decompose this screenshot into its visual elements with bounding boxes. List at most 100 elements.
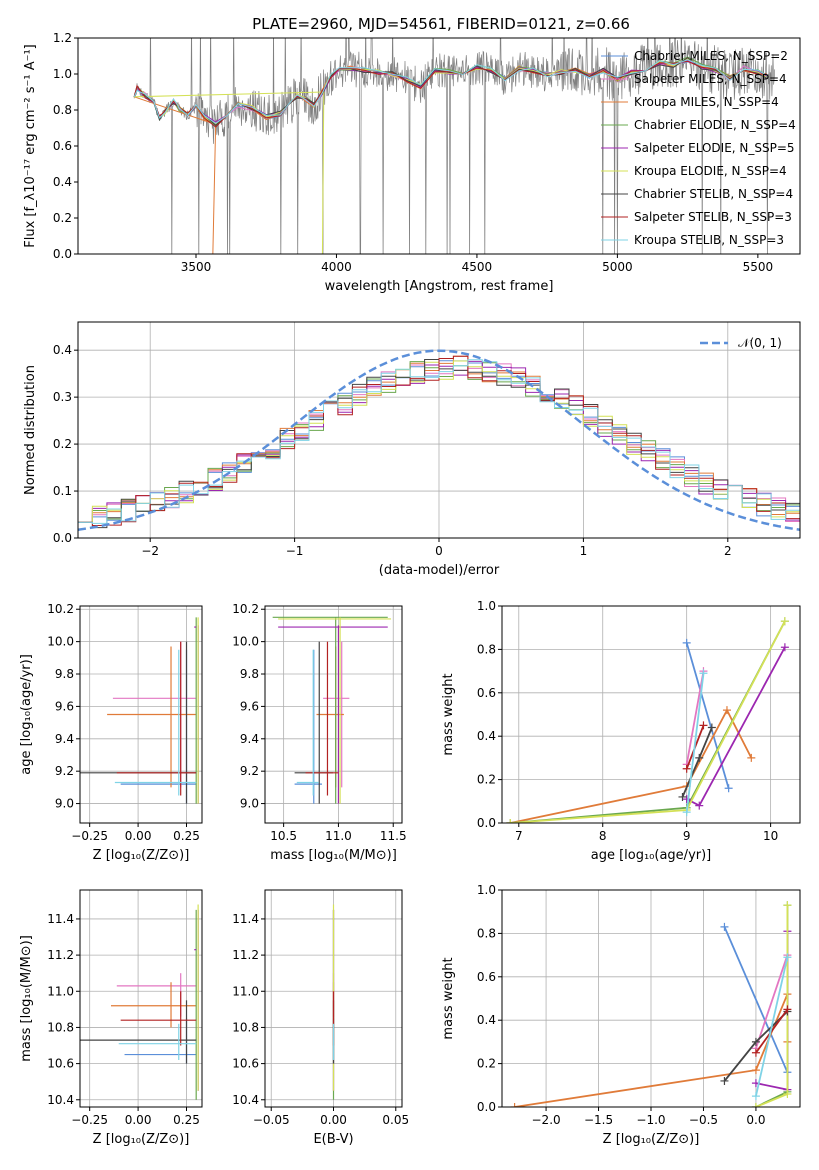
age-vs-mass-panel: 10.5 11.0 11.5 9.0 9.2 9.4 9.6 9.8 10.0 10.2 mass … — [232, 602, 406, 863]
plot-area — [510, 901, 792, 1107]
plot-area — [80, 617, 199, 804]
weight-marker-6-1 — [751, 1037, 760, 1046]
legend-label-4: Salpeter ELODIE, N_SSP=5 — [634, 141, 795, 155]
weight-marker-7-0 — [751, 1048, 760, 1057]
y-tick-label: 10.8 — [47, 1020, 74, 1034]
y-tick-label: 0.1 — [53, 484, 72, 498]
y-tick-label: 0.4 — [477, 729, 496, 743]
y-tick-label: 9.8 — [240, 667, 259, 681]
x-tick-label: −0.05 — [253, 1113, 290, 1127]
y-axis-label: mass weight — [441, 673, 456, 755]
y-tick-label: 0.8 — [53, 103, 72, 117]
x-tick-label: 0.05 — [382, 1113, 409, 1127]
y-tick-label: 0.2 — [53, 437, 72, 451]
x-tick-label: 0 — [435, 544, 443, 558]
y-tick-label: 10.0 — [232, 635, 259, 649]
age-vs-metallicity-panel: −0.25 0.00 0.25 9.0 9.2 9.4 9.6 9.8 10.0 10.2 Z [l… — [19, 602, 203, 863]
weight-marker-0-0 — [682, 638, 691, 647]
x-tick-label: 5500 — [743, 260, 774, 274]
x-tick-label: −2.0 — [532, 1113, 561, 1127]
y-tick-label: 9.2 — [240, 764, 259, 778]
y-tick-label: 11.4 — [47, 912, 74, 926]
x-tick-label: 10 — [763, 829, 778, 843]
x-tick-label: 8 — [599, 829, 607, 843]
y-tick-label: 0.4 — [53, 175, 72, 189]
spectrum-panel: 3500 4000 4500 5000 5500 0.0 0.2 0.4 0.6 0.8 1.0 1.… — [23, 31, 801, 294]
y-tick-label: 10.6 — [232, 1057, 259, 1071]
x-tick-label: 9 — [683, 829, 691, 843]
weight-marker-4-0 — [682, 795, 691, 804]
y-tick-label: 11.0 — [47, 984, 74, 998]
y-tick-label: 10.4 — [232, 1093, 259, 1107]
legend-gaussian-label: 𝒩(0, 1) — [738, 336, 782, 350]
weight-marker-6-0 — [678, 792, 687, 801]
legend-label-6: Chabrier STELIB, N_SSP=4 — [634, 187, 793, 201]
x-tick-label: −1.0 — [636, 1113, 665, 1127]
residual-histogram-panel: −2 −1 0 1 2 0.0 0.1 0.2 0.3 0.4 (data-model)/error… — [23, 321, 801, 578]
plot-area — [506, 617, 789, 823]
x-tick-label: −0.25 — [71, 829, 108, 843]
legend-label-7: Salpeter STELIB, N_SSP=3 — [634, 210, 792, 224]
weight-marker-4-1 — [695, 801, 704, 810]
weight-line-1 — [755, 954, 789, 1049]
x-tick-label: −1 — [286, 544, 304, 558]
y-tick-label: 1.0 — [477, 883, 496, 897]
x-tick-label: 0.00 — [320, 1113, 347, 1127]
plot-area — [272, 616, 392, 804]
mass-vs-metallicity-panel: −0.25 0.00 0.25 10.4 10.6 10.8 11.0 11.2 11.4 Z [… — [19, 889, 203, 1147]
y-tick-label: 11.2 — [47, 948, 74, 962]
y-axis-label: mass [log₁₀(M/M⊙)] — [19, 935, 34, 1062]
x-tick-label: 0.00 — [125, 1113, 152, 1127]
weight-vs-metallicity-panel: −2.0 −1.5 −1.0 −0.5 0.0 0.0 0.2 0.4 0.6 0.8 1.0 Z [… — [441, 883, 801, 1147]
x-axis-label: wavelength [Angstrom, rest frame] — [325, 279, 554, 294]
gaussian-curve — [78, 349, 800, 532]
model-spectrum-8 — [133, 59, 767, 124]
weight-marker-7-1 — [783, 1005, 792, 1014]
y-tick-label: 11.0 — [232, 984, 259, 998]
weight-marker-8-1 — [783, 953, 792, 962]
weight-line-1 — [685, 670, 705, 765]
weight-marker-6-0 — [720, 1076, 729, 1085]
y-tick-label: 0.6 — [477, 686, 496, 700]
y-axis-label: mass weight — [441, 957, 456, 1039]
y-tick-label: 9.2 — [55, 764, 74, 778]
weight-vs-age-panel: 7 8 9 10 0.0 0.2 0.4 0.6 0.8 1.0 age [log₁₀(age/yr… — [441, 599, 801, 863]
plot-area — [78, 349, 800, 532]
y-tick-label: 0.8 — [477, 926, 496, 940]
x-tick-label: −1.5 — [584, 1113, 613, 1127]
x-axis-label: mass [log₁₀(M/M⊙)] — [270, 848, 397, 863]
y-tick-label: 10.0 — [47, 635, 74, 649]
weight-line-0 — [723, 926, 789, 1073]
y-tick-label: 0.0 — [53, 531, 72, 545]
y-tick-label: 11.2 — [232, 948, 259, 962]
y-tick-label: 0.6 — [53, 139, 72, 153]
weight-marker-8-0 — [682, 808, 691, 817]
x-axis-label: (data-model)/error — [379, 563, 500, 578]
weight-marker-6-1 — [695, 753, 704, 762]
y-axis-label: Normed distribution — [23, 365, 38, 495]
weight-marker-5-0 — [751, 1103, 760, 1107]
weight-marker-7-0 — [682, 764, 691, 773]
weight-marker-5-1 — [783, 1089, 792, 1098]
weight-marker-5-2 — [783, 901, 792, 910]
y-tick-label: 0.4 — [53, 343, 72, 357]
spectrum-title: PLATE=2960, MJD=54561, FIBERID=0121, z=0… — [252, 15, 630, 33]
y-tick-label: 0.3 — [53, 390, 72, 404]
weight-line-2 — [510, 708, 753, 823]
y-tick-label: 0.0 — [477, 816, 496, 830]
observed-spectrum — [133, 38, 776, 254]
legend-label-1: Salpeter MILES, N_SSP=4 — [634, 72, 787, 86]
plot-frame — [264, 605, 403, 824]
x-axis-label: Z [log₁₀(Z/Z⊙)] — [93, 848, 190, 863]
y-tick-label: 0.2 — [53, 211, 72, 225]
y-tick-label: 9.0 — [240, 797, 259, 811]
legend-label-8: Kroupa STELIB, N_SSP=3 — [634, 233, 784, 247]
x-tick-label: 5000 — [602, 260, 633, 274]
x-axis-label: Z [log₁₀(Z/Z⊙)] — [603, 1132, 700, 1147]
weight-marker-0-1 — [724, 784, 733, 793]
weight-marker-2-1 — [751, 1066, 760, 1075]
x-tick-label: 4500 — [462, 260, 493, 274]
weight-marker-5-2 — [780, 617, 789, 626]
plot-area — [133, 38, 776, 254]
plot-frame — [501, 605, 801, 824]
